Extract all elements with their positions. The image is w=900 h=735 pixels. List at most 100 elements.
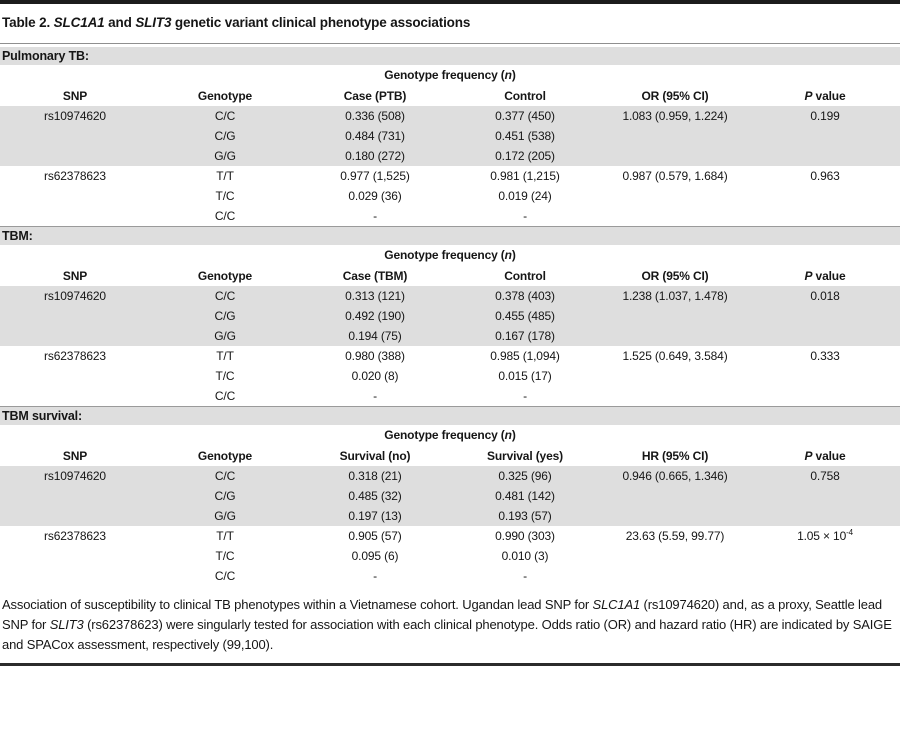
freq-col1-cell: 0.905 (57) bbox=[348, 529, 402, 543]
text-segment: OR (95% CI) bbox=[641, 268, 709, 283]
text-segment: 1.05 × 10 bbox=[797, 529, 847, 543]
col-header-2: Case (TBM) bbox=[300, 265, 450, 286]
effect-cell: 23.63 (5.59, 99.77) bbox=[625, 529, 725, 543]
text-segment: Case (TBM) bbox=[342, 268, 408, 283]
top-rule bbox=[0, 0, 900, 4]
freq-col2-cell: 0.455 (485) bbox=[495, 309, 555, 323]
genotype-cell: C/C bbox=[214, 289, 236, 303]
italic-text-segment: n bbox=[504, 428, 512, 442]
freq-col2-cell: - bbox=[523, 209, 527, 223]
freq-col1-cell: - bbox=[373, 389, 377, 403]
title-rule bbox=[0, 43, 900, 44]
pvalue-cell: 0.018 bbox=[810, 289, 840, 303]
freq-col2-cell: 0.015 (17) bbox=[498, 369, 552, 383]
text-segment: Genotype bbox=[197, 448, 253, 463]
col-header-3: Control bbox=[450, 265, 600, 286]
col-header-4: OR (95% CI) bbox=[600, 265, 750, 286]
snp-cell: rs62378623 bbox=[44, 349, 106, 363]
text-segment: value bbox=[812, 448, 846, 463]
freq-col1-cell: 0.336 (508) bbox=[345, 109, 405, 123]
freq-col2-cell: 0.010 (3) bbox=[501, 549, 549, 563]
table-row: G/G 0.194 (75) 0.167 (178) bbox=[0, 326, 900, 346]
snp-cell bbox=[0, 186, 150, 206]
freq-col1-cell: - bbox=[373, 209, 377, 223]
snp-cell bbox=[0, 326, 150, 346]
snp-cell bbox=[0, 546, 150, 566]
col-header-3: Survival (yes) bbox=[450, 445, 600, 466]
pvalue-cell bbox=[750, 546, 900, 566]
col-header-5: P value bbox=[750, 265, 900, 286]
table-row: rs62378623 T/T 0.977 (1,525) 0.981 (1,215) 0… bbox=[0, 166, 900, 186]
effect-cell: 1.525 (0.649, 3.584) bbox=[622, 349, 728, 363]
pvalue-cell bbox=[750, 366, 900, 386]
column-header-row: SNP Genotype Case (PTB) Control OR (95% CI) P… bbox=[0, 85, 900, 106]
text-segment: Genotype frequency ( bbox=[384, 248, 505, 262]
spacer-cell bbox=[600, 65, 900, 85]
text-segment: Association of susceptibility to clinica… bbox=[2, 597, 593, 612]
text-segment: and bbox=[104, 15, 136, 30]
effect-cell bbox=[600, 386, 750, 406]
bottom-rule bbox=[0, 663, 900, 666]
table-row: rs10974620 C/C 0.336 (508) 0.377 (450) 1.083… bbox=[0, 106, 900, 126]
genotype-cell: C/G bbox=[214, 489, 236, 503]
pvalue-cell bbox=[750, 566, 900, 586]
table-row: T/C 0.095 (6) 0.010 (3) bbox=[0, 546, 900, 566]
italic-text-segment: n bbox=[504, 248, 512, 262]
spacer-cell bbox=[0, 65, 300, 85]
effect-cell bbox=[600, 506, 750, 526]
pvalue-cell: 1.05 × 10-4 bbox=[750, 526, 900, 546]
genotype-cell: G/G bbox=[214, 509, 236, 523]
freq-col1-cell: 0.980 (388) bbox=[345, 349, 405, 363]
freq-col1-cell: 0.313 (121) bbox=[345, 289, 405, 303]
snp-cell: rs10974620 bbox=[44, 109, 106, 123]
pvalue-cell bbox=[750, 386, 900, 406]
column-header-row: SNP Genotype Case (TBM) Control OR (95% CI) P… bbox=[0, 265, 900, 286]
table-row: C/C - - bbox=[0, 206, 900, 226]
text-segment: Control bbox=[504, 268, 546, 283]
pvalue-cell bbox=[750, 306, 900, 326]
text-segment: SNP bbox=[62, 88, 88, 103]
section-band-tbm: TBM: bbox=[0, 226, 900, 245]
text-segment: Survival (yes) bbox=[487, 448, 563, 463]
freq-col2-cell: 0.377 (450) bbox=[495, 109, 555, 123]
genotype-cell: C/C bbox=[214, 109, 236, 123]
text-segment: Genotype frequency ( bbox=[384, 68, 505, 82]
freq-col1-cell: 0.484 (731) bbox=[345, 129, 405, 143]
freq-col2-cell: 0.985 (1,094) bbox=[490, 349, 560, 363]
snp-cell bbox=[0, 306, 150, 326]
pvalue-cell bbox=[750, 486, 900, 506]
italic-text-segment: SLC1A1 bbox=[53, 15, 105, 30]
freq-col2-cell: - bbox=[523, 569, 527, 583]
text-segment: OR (95% CI) bbox=[641, 88, 709, 103]
effect-cell: 0.946 (0.665, 1.346) bbox=[622, 469, 728, 483]
effect-cell bbox=[600, 566, 750, 586]
spacer-cell bbox=[600, 245, 900, 265]
table-title: Table 2. SLC1A1 and SLIT3 genetic varian… bbox=[0, 4, 900, 43]
effect-cell bbox=[600, 126, 750, 146]
freq-col1-cell: 0.029 (36) bbox=[348, 189, 402, 203]
effect-cell: 1.238 (1.037, 1.478) bbox=[622, 289, 728, 303]
col-header-0: SNP bbox=[0, 85, 150, 106]
section-band-pulmonary-tb: Pulmonary TB: bbox=[0, 47, 900, 65]
text-segment: SNP bbox=[62, 268, 88, 283]
genotype-cell: G/G bbox=[214, 149, 236, 163]
superscript-text: -4 bbox=[846, 528, 853, 537]
span-header-row: Genotype frequency (n) bbox=[0, 65, 900, 85]
italic-text-segment: P bbox=[804, 88, 813, 103]
col-header-0: SNP bbox=[0, 265, 150, 286]
col-header-2: Case (PTB) bbox=[300, 85, 450, 106]
table-row: T/C 0.029 (36) 0.019 (24) bbox=[0, 186, 900, 206]
genotype-frequency-header: Genotype frequency (n) bbox=[300, 65, 600, 85]
pvalue-cell: 0.333 bbox=[810, 349, 840, 363]
section-table-pulmonary-tb: Genotype frequency (n) SNP Genotype Case (P… bbox=[0, 65, 900, 226]
genotype-frequency-header: Genotype frequency (n) bbox=[300, 425, 600, 445]
genotype-cell: T/T bbox=[216, 529, 234, 543]
spacer-cell bbox=[0, 245, 300, 265]
snp-cell: rs10974620 bbox=[44, 289, 106, 303]
table-row: C/C - - bbox=[0, 566, 900, 586]
freq-col2-cell: 0.193 (57) bbox=[498, 509, 552, 523]
effect-cell bbox=[600, 546, 750, 566]
freq-col2-cell: 0.325 (96) bbox=[498, 469, 552, 483]
effect-cell bbox=[600, 186, 750, 206]
freq-col1-cell: 0.977 (1,525) bbox=[340, 169, 410, 183]
